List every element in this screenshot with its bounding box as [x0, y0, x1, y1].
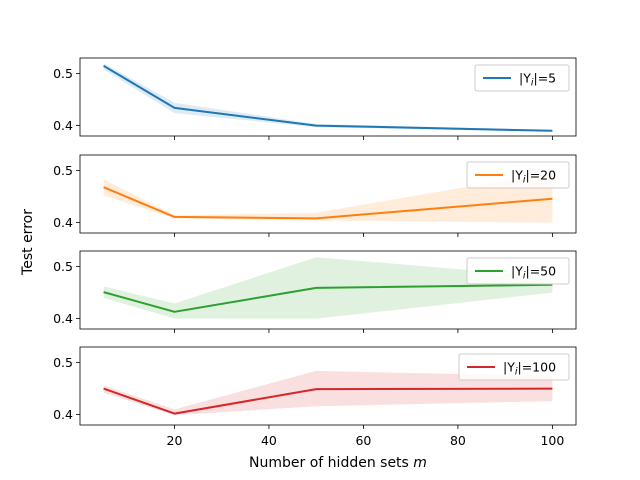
subplot-3: 0.4 0.5 |Yi|=50 [53, 250, 577, 333]
legend: |Yi|=5 [474, 64, 570, 92]
data-point [103, 291, 105, 293]
x-tick-label: 40 [261, 433, 277, 448]
data-point [315, 125, 317, 127]
legend: |Yi|=100 [458, 353, 570, 381]
y-tick-label: 0.4 [53, 118, 73, 133]
y-tick-label: 0.5 [53, 259, 73, 274]
x-tick-label: 60 [355, 433, 371, 448]
subplots: 0.40.5 |Yi|=50.40.5 |Yi|=200.40.5 |Yi|=500.… [53, 57, 577, 448]
series-line [103, 186, 553, 220]
data-point [173, 311, 175, 313]
legend-label: |Yi|=20 [511, 168, 556, 186]
legend: |Yi|=20 [466, 161, 570, 189]
axes-frame [79, 154, 577, 234]
subplot-1: 0.4 0.5 |Yi|=5 [53, 57, 577, 140]
data-point [103, 388, 105, 390]
legend: |Yi|=50 [466, 257, 570, 285]
data-point [551, 198, 553, 200]
data-point [551, 388, 553, 390]
series-line [103, 387, 553, 415]
data-point [173, 413, 175, 415]
x-tick-label: 20 [167, 433, 183, 448]
data-point [103, 186, 105, 188]
data-point [315, 287, 317, 289]
legend-box [474, 64, 570, 92]
y-tick-label: 0.4 [53, 311, 73, 326]
data-point [173, 216, 175, 218]
confidence-band [103, 63, 553, 132]
data-point [551, 130, 553, 132]
y-axis-title: Test error [20, 209, 36, 276]
confidence-band [103, 172, 553, 223]
series-line [103, 64, 553, 132]
y-tick-label: 0.5 [53, 355, 73, 370]
data-point [103, 65, 105, 67]
y-tick-label: 0.5 [53, 163, 73, 178]
x-axis-title: Number of hidden sets m [249, 455, 427, 471]
subplot-2: 0.4 0.5 |Yi|=20 [53, 154, 577, 237]
y-tick-label: 0.5 [53, 66, 73, 81]
legend-box [458, 353, 570, 381]
data-point [315, 217, 317, 219]
data-point [173, 107, 175, 109]
x-tick-label: 100 [540, 433, 564, 448]
data-point [315, 388, 317, 390]
confidence-band [103, 370, 553, 416]
x-tick-label: 80 [450, 433, 466, 448]
y-tick-label: 0.4 [53, 407, 73, 422]
legend-label: |Yi|=100 [503, 360, 556, 378]
subplot-4: 0.4 0.5 20 40 60 80 100 |Yi|=100 [53, 346, 577, 448]
axes-frame [79, 250, 577, 330]
legend-box [466, 161, 570, 189]
legend-box [466, 257, 570, 285]
legend-label: |Yi|=5 [519, 71, 556, 89]
axes-frame [79, 346, 577, 426]
series-line [103, 283, 553, 313]
legend-label: |Yi|=50 [511, 264, 556, 282]
y-tick-label: 0.4 [53, 215, 73, 230]
axes-frame [79, 57, 577, 137]
